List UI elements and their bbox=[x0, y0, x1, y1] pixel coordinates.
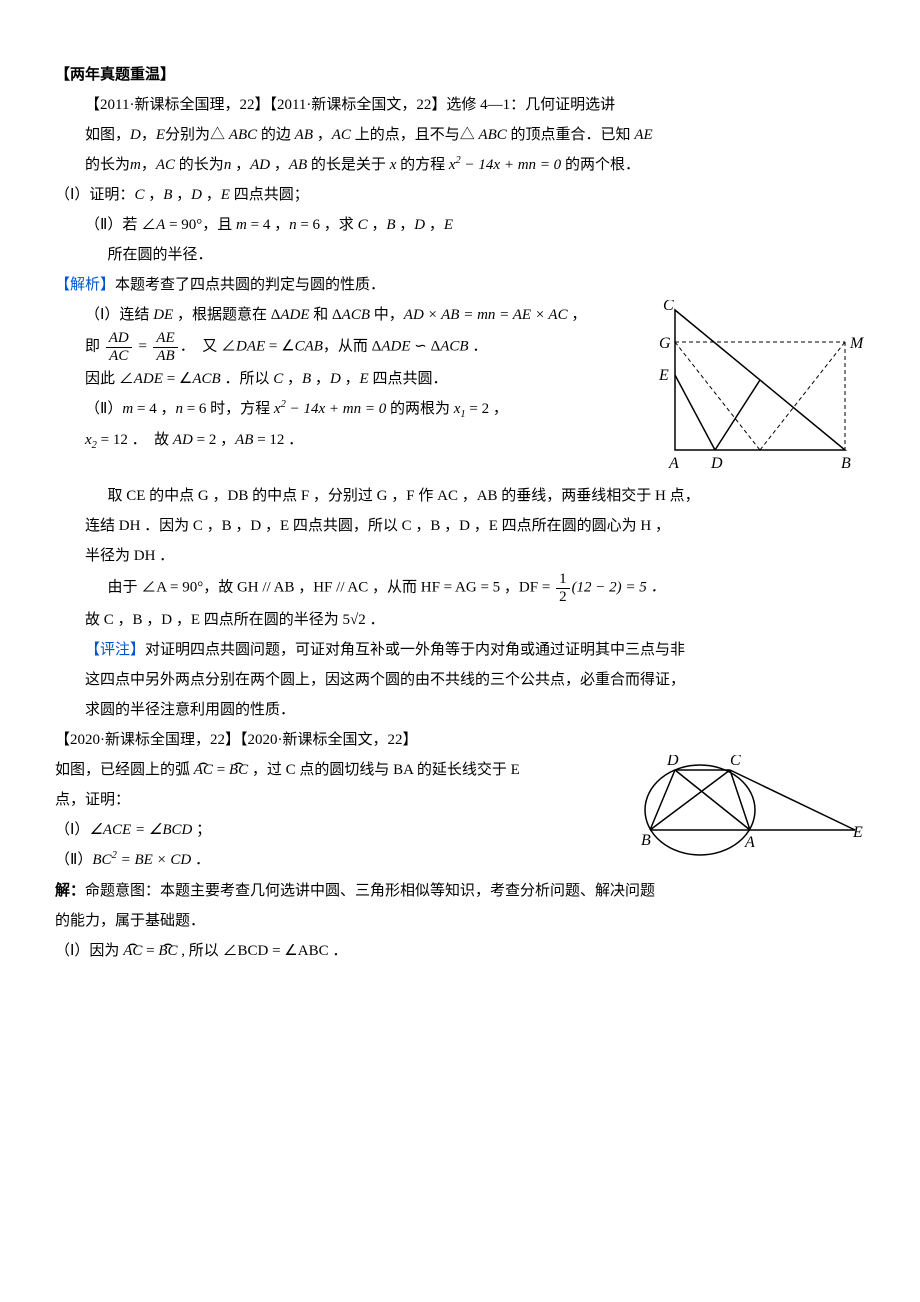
section-header: 【两年真题重温】 bbox=[55, 60, 865, 90]
sol1-step10: 故 C ，B ，D ，E 四点所在圆的半径为 5√2 ． bbox=[55, 605, 865, 635]
sol1-step1: （Ⅰ）连结 DE ，根据题意在 ΔADE 和 ΔACB 中，AD × AB = … bbox=[55, 300, 645, 330]
problem2-q2: （Ⅱ）BC2 = BE × CD ． bbox=[55, 845, 625, 875]
svg-text:B: B bbox=[641, 832, 651, 849]
svg-text:A: A bbox=[668, 455, 679, 470]
problem1-line2: 的长为m，AC 的长为n ，AD ，AB 的长是关于 x 的方程 x2 − 14… bbox=[55, 150, 865, 180]
sol1-step6: 取 CE 的中点 G ，DB 的中点 F ，分别过 G ，F 作 AC ，AB … bbox=[55, 481, 865, 511]
figure-triangle: C G M E A D B bbox=[645, 300, 865, 481]
sol1-step8: 半径为 DH ． bbox=[55, 541, 865, 571]
analysis-label: 【解析】 bbox=[55, 277, 115, 293]
svg-text:A: A bbox=[744, 834, 755, 851]
sol1-step3: 因此 ∠ADE = ∠ACB ．所以 C ，B ，D ，E 四点共圆． bbox=[55, 364, 645, 394]
problem2-q1: （Ⅰ）∠ACE = ∠BCD ； bbox=[55, 815, 625, 845]
sol1-step4: （Ⅱ）m = 4 ，n = 6 时，方程 x2 − 14x + mn = 0 的… bbox=[55, 394, 645, 425]
svg-text:D: D bbox=[666, 755, 679, 769]
svg-text:G: G bbox=[659, 335, 671, 352]
problem1-q1: （Ⅰ）证明：C ，B ，D ，E 四点共圆； bbox=[55, 180, 865, 210]
problem2-line1: 如图，已经圆上的弧 AC = BC ，过 C 点的圆切线与 BA 的延长线交于 … bbox=[55, 755, 625, 785]
svg-text:E: E bbox=[852, 824, 863, 841]
note-line2: 这四点中另外两点分别在两个圆上，因这两个圆的由不共线的三个公共点，必重合而得证， bbox=[55, 665, 865, 695]
problem1-q2a: （Ⅱ）若 ∠A = 90°，且 m = 4 ，n = 6 ，求 C ，B ，D … bbox=[55, 210, 865, 240]
note-label: 【评注】 bbox=[85, 642, 145, 658]
problem1-source: 【2011·新课标全国理，22】【2011·新课标全国文，22】选修 4—1：几… bbox=[55, 90, 865, 120]
svg-text:D: D bbox=[710, 455, 723, 470]
figure-circle: D C B A E bbox=[625, 755, 865, 876]
problem2-line2: 点，证明： bbox=[55, 785, 625, 815]
svg-text:B: B bbox=[841, 455, 851, 470]
svg-text:M: M bbox=[849, 335, 865, 352]
problem1-line1: 如图，D，E分别为△ ABC 的边 AB ，AC 上的点，且不与△ ABC 的顶… bbox=[55, 120, 865, 150]
svg-text:E: E bbox=[658, 367, 669, 384]
problem2-sol-label: 解：命题意图：本题主要考查几何选讲中圆、三角形相似等知识，考查分析问题、解决问题 bbox=[55, 876, 865, 906]
problem1-q2b: 所在圆的半径． bbox=[55, 240, 865, 270]
note-line1: 【评注】对证明四点共圆问题，可证对角互补或一外角等于内对角或通过证明其中三点与非 bbox=[55, 635, 865, 665]
svg-text:C: C bbox=[730, 755, 741, 769]
sol1-step2: 即 ADAC = AEAB． 又 ∠DAE = ∠CAB，从而 ΔADE ∽ Δ… bbox=[55, 330, 645, 364]
problem2-step1: （Ⅰ）因为 AC = BC , 所以 ∠BCD = ∠ABC ． bbox=[55, 936, 865, 966]
problem2-source: 【2020·新课标全国理，22】【2020·新课标全国文，22】 bbox=[55, 725, 865, 755]
note-line3: 求圆的半径注意利用圆的性质． bbox=[55, 695, 865, 725]
sol1-step7: 连结 DH ．因为 C ，B ，D ，E 四点共圆，所以 C ，B ，D ，E … bbox=[55, 511, 865, 541]
analysis-line: 【解析】本题考查了四点共圆的判定与圆的性质． bbox=[55, 270, 865, 300]
svg-text:C: C bbox=[663, 300, 674, 314]
sol1-step5: x2 = 12 ． 故 AD = 2 ，AB = 12 ． bbox=[55, 425, 645, 456]
sol1-step9: 由于 ∠A = 90°，故 GH // AB ，HF // AC ，从而 HF … bbox=[55, 571, 865, 605]
